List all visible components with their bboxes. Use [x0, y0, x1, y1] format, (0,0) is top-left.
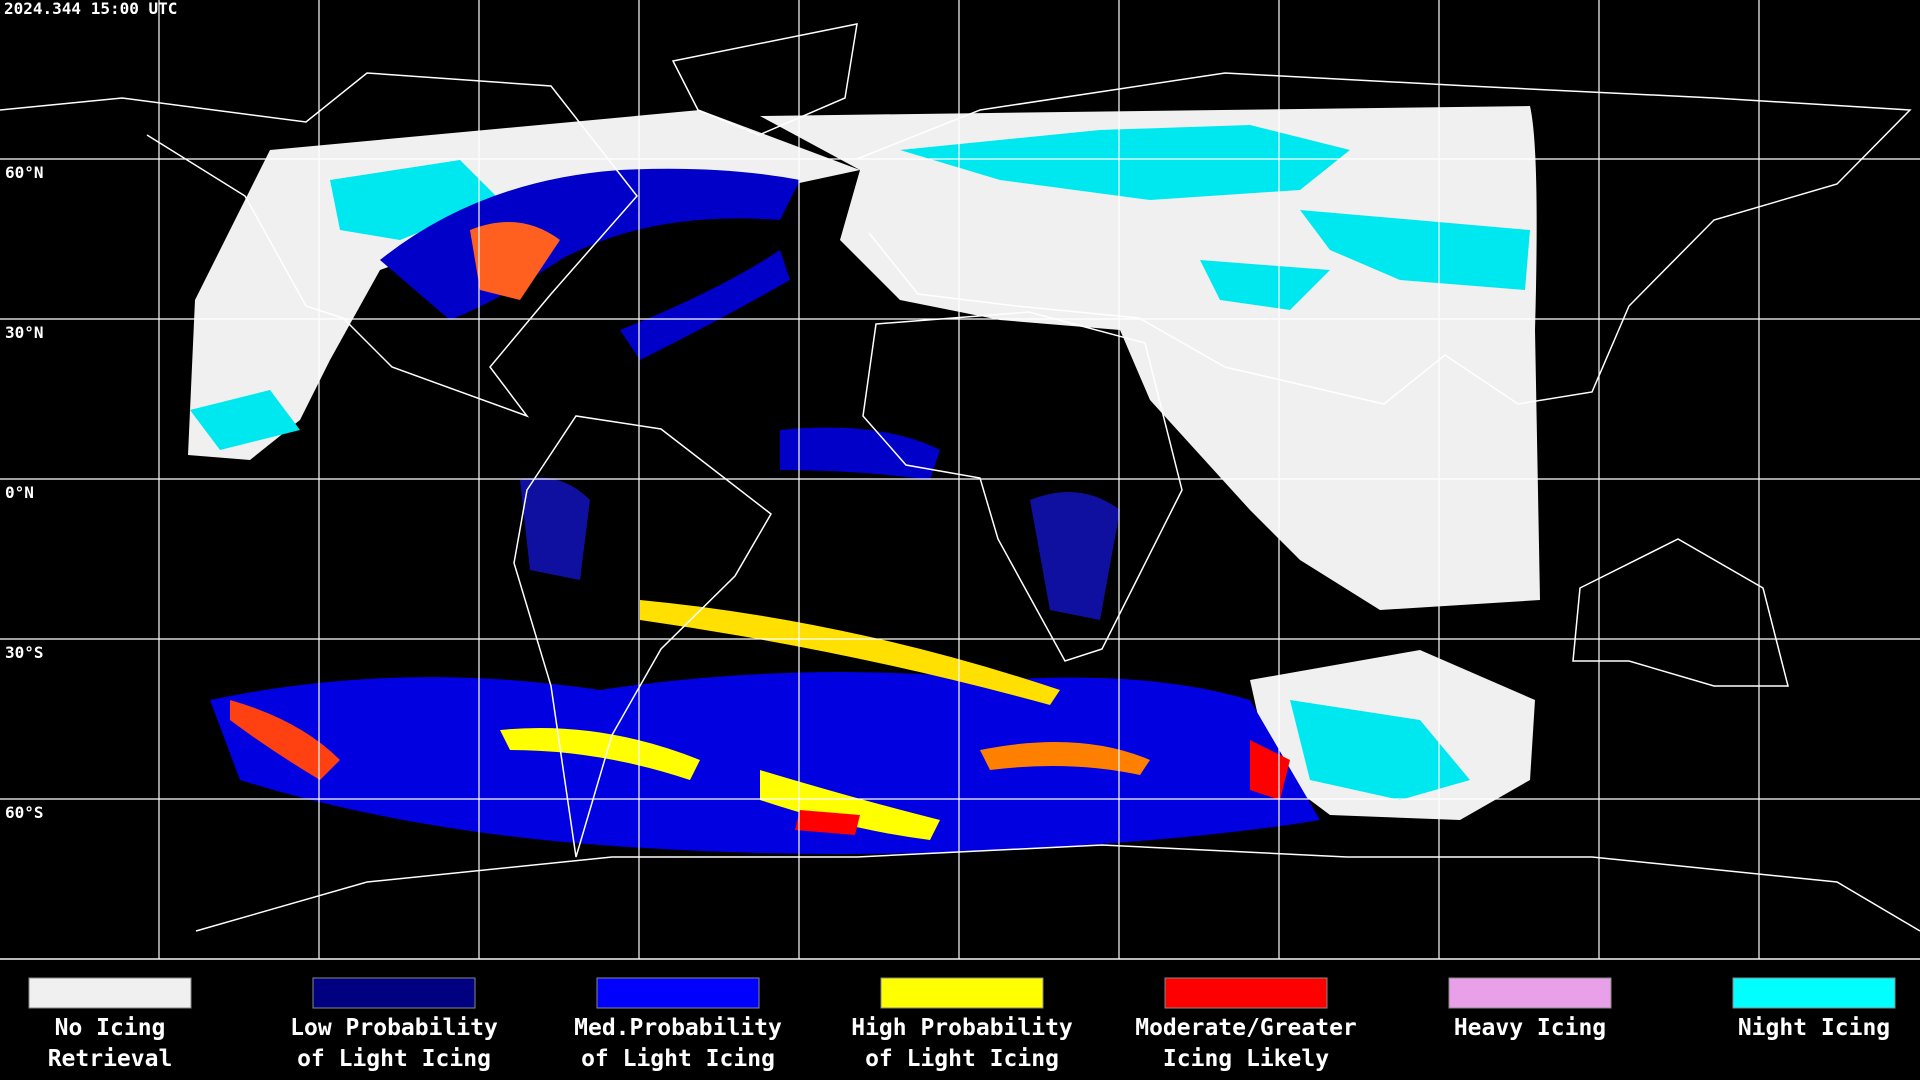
- legend-label: of Light Icing: [581, 1046, 775, 1072]
- coastline: [671, 23, 858, 136]
- legend-label: Night Icing: [1738, 1015, 1890, 1041]
- legend-label: Heavy Icing: [1454, 1015, 1606, 1041]
- legend-label: High Probability: [851, 1015, 1073, 1041]
- night-icing-patch: [330, 160, 500, 240]
- legend-swatch: [1732, 977, 1896, 1009]
- night-icing-patch: [190, 390, 300, 450]
- night-icing-patch: [1200, 260, 1330, 310]
- legend-swatch: [880, 977, 1044, 1009]
- latitude-label: 60°N: [5, 163, 44, 182]
- icing-band: [470, 222, 560, 300]
- icing-band: [620, 250, 790, 360]
- icing-band: [640, 600, 1060, 705]
- icing-band: [500, 728, 700, 780]
- icing-band: [1030, 492, 1120, 620]
- icing-band: [520, 477, 590, 580]
- icing-band: [230, 700, 340, 780]
- legend-label: Low Probability: [290, 1015, 498, 1041]
- legend-label: Moderate/Greater: [1135, 1015, 1357, 1041]
- legend-swatch: [28, 977, 192, 1009]
- icing-band: [780, 427, 940, 480]
- icing-band: [760, 770, 940, 840]
- legend-label: No Icing: [55, 1015, 166, 1041]
- icing-band: [980, 742, 1150, 775]
- latitude-label: 0°N: [5, 483, 34, 502]
- coastline: [1572, 538, 1789, 687]
- legend-label: of Light Icing: [297, 1046, 491, 1072]
- legend-label: of Light Icing: [865, 1046, 1059, 1072]
- legend-swatch: [596, 977, 760, 1009]
- timestamp: 2024.344 15:00 UTC: [4, 0, 177, 18]
- icing-band: [1250, 740, 1290, 800]
- latitude-label: 30°N: [5, 323, 44, 342]
- night-icing-patch: [1290, 700, 1470, 800]
- coastline: [195, 844, 1920, 932]
- legend-label: Icing Likely: [1163, 1046, 1329, 1072]
- latitude-label: 30°S: [5, 643, 44, 662]
- graticule: [0, 0, 1920, 960]
- coastline: [862, 311, 1183, 662]
- legend: No Icing Retrieval Low Probability of Light…: [28, 977, 1896, 1072]
- legend-swatch: [1448, 977, 1612, 1009]
- coastline: [513, 415, 772, 858]
- legend-swatch: [312, 977, 476, 1009]
- legend-label: Retrieval: [48, 1046, 173, 1072]
- night-icing-patch: [1300, 210, 1530, 290]
- map-area: [0, 23, 1920, 932]
- legend-label: Med.Probability: [574, 1015, 782, 1041]
- icing-band: [795, 810, 860, 835]
- icing-band: [210, 672, 1320, 854]
- legend-swatch: [1164, 977, 1328, 1009]
- coastline: [0, 72, 638, 418]
- night-icing-patch: [900, 125, 1350, 200]
- latitude-label: 60°S: [5, 803, 44, 822]
